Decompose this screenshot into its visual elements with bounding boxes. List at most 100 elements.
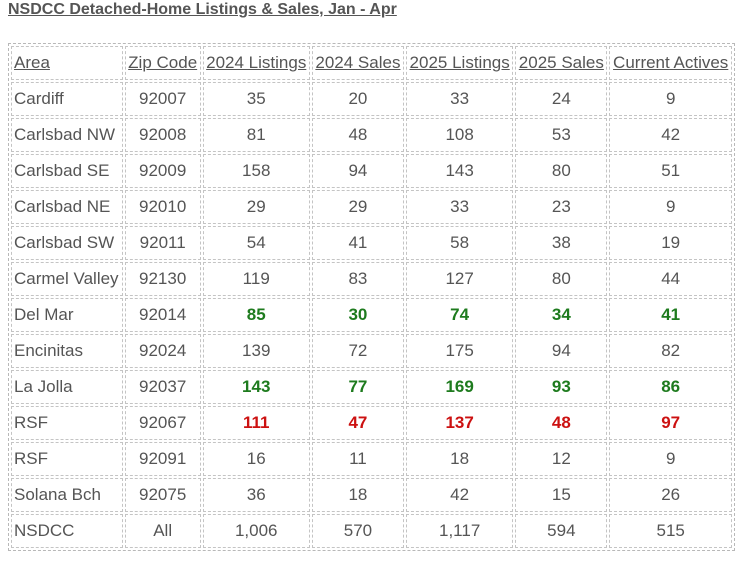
cell-2025-sales: 94	[515, 334, 608, 368]
cell-2025-sales: 594	[515, 514, 608, 548]
cell-2024-listings: 36	[202, 478, 310, 512]
cell-area: Del Mar	[11, 298, 123, 332]
cell-2024-sales: 83	[311, 262, 404, 296]
table-row: Carlsbad SW 92011 54 41 58 38 19	[11, 226, 732, 260]
header-2024-sales[interactable]: 2024 Sales	[311, 46, 404, 80]
cell-current-actives: 9	[609, 442, 732, 476]
cell-area: Carmel Valley	[11, 262, 123, 296]
cell-current-actives: 9	[609, 190, 732, 224]
cell-2025-sales: 80	[515, 154, 608, 188]
cell-zip-code: 92091	[124, 442, 201, 476]
cell-2025-sales: 34	[515, 298, 608, 332]
cell-2025-listings: 74	[405, 298, 514, 332]
cell-2024-listings: 111	[202, 406, 310, 440]
header-2024-listings[interactable]: 2024 Listings	[202, 46, 310, 80]
table-body: Cardiff 92007 35 20 33 24 9 Carlsbad NW 92008 81 4…	[11, 82, 732, 548]
cell-2025-sales: 15	[515, 478, 608, 512]
cell-current-actives: 41	[609, 298, 732, 332]
cell-2024-listings: 119	[202, 262, 310, 296]
table-row: Carlsbad SE 92009 158 94 143 80 51	[11, 154, 732, 188]
table-row: Carlsbad NW 92008 81 48 108 53 42	[11, 118, 732, 152]
cell-2025-sales: 80	[515, 262, 608, 296]
table-row: Carmel Valley 92130 119 83 127 80 44	[11, 262, 732, 296]
cell-2025-sales: 53	[515, 118, 608, 152]
cell-zip-code: 92010	[124, 190, 201, 224]
cell-area: RSF	[11, 406, 123, 440]
cell-zip-code: 92009	[124, 154, 201, 188]
header-2025-sales[interactable]: 2025 Sales	[515, 46, 608, 80]
cell-current-actives: 97	[609, 406, 732, 440]
header-zip-code[interactable]: Zip Code	[124, 46, 201, 80]
cell-zip-code: 92075	[124, 478, 201, 512]
cell-2025-listings: 108	[405, 118, 514, 152]
cell-2024-listings: 54	[202, 226, 310, 260]
cell-2024-sales: 11	[311, 442, 404, 476]
cell-2025-sales: 12	[515, 442, 608, 476]
table-row: Carlsbad NE 92010 29 29 33 23 9	[11, 190, 732, 224]
table-row: RSF 92067 111 47 137 48 97	[11, 406, 732, 440]
cell-2024-sales: 72	[311, 334, 404, 368]
cell-2024-listings: 85	[202, 298, 310, 332]
cell-area: La Jolla	[11, 370, 123, 404]
cell-2024-listings: 35	[202, 82, 310, 116]
cell-current-actives: 44	[609, 262, 732, 296]
cell-current-actives: 51	[609, 154, 732, 188]
table-row: NSDCC All 1,006 570 1,117 594 515	[11, 514, 732, 548]
cell-2024-sales: 77	[311, 370, 404, 404]
cell-area: NSDCC	[11, 514, 123, 548]
cell-zip-code: 92130	[124, 262, 201, 296]
cell-2025-listings: 18	[405, 442, 514, 476]
cell-current-actives: 19	[609, 226, 732, 260]
cell-current-actives: 86	[609, 370, 732, 404]
cell-2024-sales: 47	[311, 406, 404, 440]
cell-zip-code: 92007	[124, 82, 201, 116]
cell-2025-listings: 42	[405, 478, 514, 512]
table-row: Encinitas 92024 139 72 175 94 82	[11, 334, 732, 368]
cell-2024-sales: 48	[311, 118, 404, 152]
cell-area: Encinitas	[11, 334, 123, 368]
cell-current-actives: 26	[609, 478, 732, 512]
cell-current-actives: 515	[609, 514, 732, 548]
cell-2025-sales: 23	[515, 190, 608, 224]
cell-2025-listings: 1,117	[405, 514, 514, 548]
cell-2025-listings: 143	[405, 154, 514, 188]
cell-area: Carlsbad SE	[11, 154, 123, 188]
table-row: La Jolla 92037 143 77 169 93 86	[11, 370, 732, 404]
table-header-row: Area Zip Code 2024 Listings 2024 Sales 2…	[11, 46, 732, 80]
page-title: NSDCC Detached-Home Listings & Sales, Ja…	[8, 1, 397, 18]
cell-area: RSF	[11, 442, 123, 476]
cell-2025-listings: 175	[405, 334, 514, 368]
cell-area: Carlsbad SW	[11, 226, 123, 260]
cell-zip-code: 92037	[124, 370, 201, 404]
cell-zip-code: 92014	[124, 298, 201, 332]
cell-2025-listings: 169	[405, 370, 514, 404]
cell-2024-sales: 30	[311, 298, 404, 332]
header-area[interactable]: Area	[11, 46, 123, 80]
cell-2025-listings: 137	[405, 406, 514, 440]
cell-2024-sales: 18	[311, 478, 404, 512]
header-current-actives[interactable]: Current Actives	[609, 46, 732, 80]
header-2025-listings[interactable]: 2025 Listings	[405, 46, 514, 80]
cell-2025-sales: 93	[515, 370, 608, 404]
cell-zip-code: 92024	[124, 334, 201, 368]
table-row: Cardiff 92007 35 20 33 24 9	[11, 82, 732, 116]
cell-2024-listings: 16	[202, 442, 310, 476]
cell-2025-sales: 48	[515, 406, 608, 440]
cell-2024-sales: 570	[311, 514, 404, 548]
cell-zip-code: 92011	[124, 226, 201, 260]
cell-2024-sales: 94	[311, 154, 404, 188]
cell-2024-sales: 41	[311, 226, 404, 260]
cell-2025-sales: 38	[515, 226, 608, 260]
cell-2025-listings: 127	[405, 262, 514, 296]
cell-zip-code: All	[124, 514, 201, 548]
cell-2024-listings: 29	[202, 190, 310, 224]
cell-area: Cardiff	[11, 82, 123, 116]
cell-2024-listings: 1,006	[202, 514, 310, 548]
cell-2025-listings: 58	[405, 226, 514, 260]
cell-2025-listings: 33	[405, 190, 514, 224]
cell-2024-listings: 81	[202, 118, 310, 152]
table-row: Del Mar 92014 85 30 74 34 41	[11, 298, 732, 332]
cell-2024-listings: 143	[202, 370, 310, 404]
table-row: RSF 92091 16 11 18 12 9	[11, 442, 732, 476]
cell-2024-listings: 158	[202, 154, 310, 188]
